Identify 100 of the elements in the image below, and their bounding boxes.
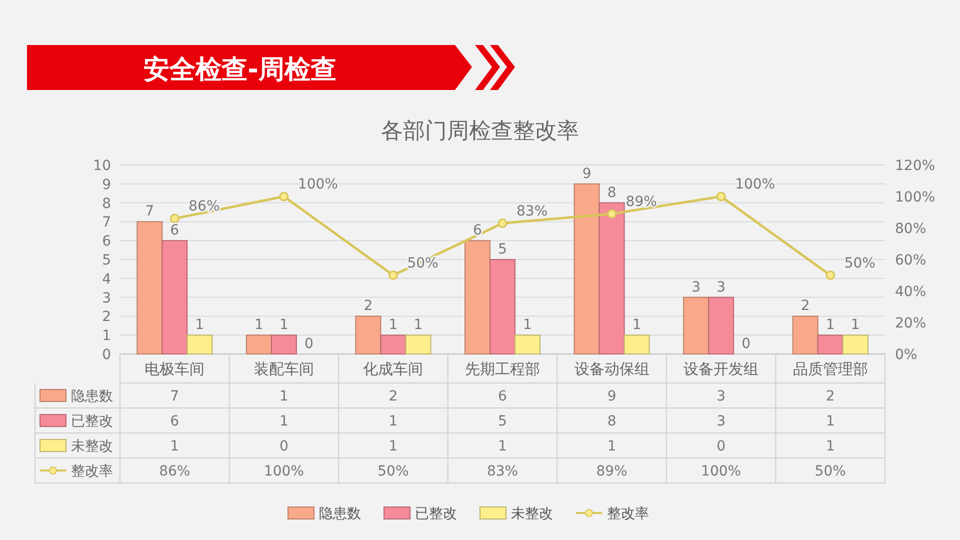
x-tick-label: 品质管理部 (792, 360, 868, 378)
x-tick-label: 设备开发组 (684, 360, 759, 378)
data-label: 0 (716, 438, 726, 454)
point (170, 214, 180, 224)
data-label: 6 (170, 414, 180, 430)
text: 1 (388, 317, 398, 334)
bar (490, 259, 516, 354)
data-label: 6 (498, 388, 508, 404)
data-label: 86% (159, 464, 190, 480)
bar (624, 334, 650, 354)
legend-label: 未整改 (71, 438, 113, 454)
bar (598, 202, 625, 354)
data-label: 5 (498, 414, 507, 430)
data-label: 100% (701, 464, 742, 480)
bar (708, 296, 734, 354)
x-tick-label: 装配车间 (254, 360, 314, 378)
text: 83% (516, 203, 548, 220)
data-label: 1 (279, 414, 288, 430)
text: 2 (800, 298, 810, 314)
text: 已整改 (415, 506, 457, 522)
bar (355, 316, 382, 354)
bar (574, 183, 600, 354)
text: 1 (632, 317, 642, 334)
y-tick-label: 9 (102, 176, 111, 193)
y2-tick-label: 120% (895, 158, 936, 174)
data-label: 0 (279, 438, 288, 454)
text: 9 (582, 166, 592, 182)
x-tick-label: 化成车间 (363, 360, 424, 378)
bar (380, 334, 406, 354)
y-tick-label: 5 (102, 252, 111, 268)
text: 1 (523, 317, 532, 334)
data-label: 100% (264, 464, 304, 480)
bar (792, 316, 818, 354)
data-label: 1 (170, 438, 180, 454)
data-label: 50% (378, 464, 409, 480)
text: 89% (626, 194, 657, 210)
legend-label: 整改率 (71, 464, 113, 480)
y-tick-label: 4 (102, 271, 112, 288)
data-label: 1 (388, 414, 398, 430)
text: 50% (844, 255, 876, 272)
text: 1 (826, 317, 835, 334)
data-label: 7 (170, 388, 180, 404)
y2-tick-label: 60% (895, 252, 926, 268)
bar (842, 334, 868, 354)
data-label: 1 (826, 414, 835, 430)
text: 0 (304, 336, 314, 352)
bar (270, 334, 297, 354)
text: 3 (716, 279, 726, 296)
data-label: 83% (486, 464, 518, 480)
bar (136, 221, 163, 354)
data-label: 3 (716, 414, 726, 430)
text: 整改率 (607, 506, 649, 522)
x-tick-label: 电极车间 (144, 360, 205, 378)
bar (817, 334, 844, 354)
point (607, 209, 617, 219)
y2-tick-label: 20% (895, 316, 926, 332)
data-label: 1 (607, 438, 616, 454)
point (826, 270, 836, 280)
y-tick-label: 3 (102, 290, 111, 306)
y-tick-label: 2 (102, 309, 111, 326)
bar (186, 334, 213, 354)
text: 隐患数 (319, 506, 361, 522)
text: 3 (692, 279, 701, 296)
point (716, 192, 726, 202)
legend-label: 已整改 (71, 414, 113, 430)
data-label: 1 (498, 438, 507, 454)
text: 未整改 (511, 506, 553, 522)
y2-tick-label: 0% (895, 347, 918, 363)
point (498, 218, 508, 228)
text: 1 (254, 317, 264, 334)
data-label: 9 (607, 388, 616, 404)
text: 8 (607, 184, 616, 201)
data-label: 2 (388, 388, 398, 404)
data-label: 1 (826, 438, 835, 454)
bar (162, 240, 188, 354)
y2-tick-label: 100% (895, 190, 936, 206)
bar (683, 296, 710, 354)
text: 100% (735, 176, 776, 192)
data-label: 3 (716, 388, 726, 404)
data-label: 1 (388, 438, 398, 454)
text: 5 (498, 242, 507, 258)
bar (514, 334, 540, 354)
chart-title: 各部门周检查整改率 (381, 119, 579, 144)
chart-subtitle: 安全检查-周检查 (144, 55, 336, 85)
data-label: 50% (814, 464, 846, 480)
y-tick-label: 8 (102, 196, 111, 212)
data-label: 2 (826, 388, 835, 404)
y-tick-label: 10 (93, 158, 111, 174)
text: 86% (188, 198, 220, 215)
y-tick-label: 7 (102, 214, 111, 231)
point (279, 192, 289, 202)
text: 0 (742, 336, 751, 352)
bar (464, 240, 490, 354)
data-label: 8 (607, 414, 616, 430)
data-label: 1 (279, 388, 288, 404)
text: 1 (279, 317, 288, 334)
legend-label: 隐患数 (71, 388, 113, 404)
text: 7 (145, 204, 154, 220)
point (388, 270, 398, 280)
bar (405, 334, 432, 354)
